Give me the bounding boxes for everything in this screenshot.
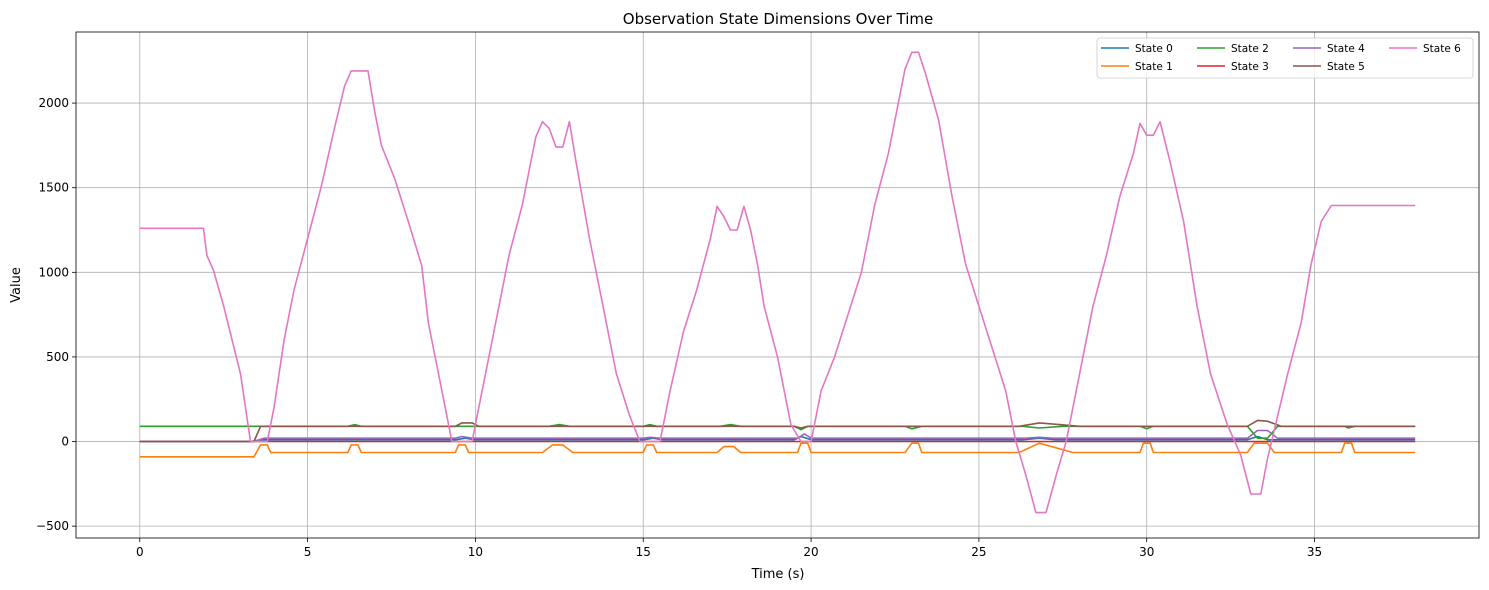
series-line-state-0 [139,435,1416,443]
x-tick-label: 30 [1139,545,1154,559]
x-tick-label: 25 [971,545,986,559]
x-tick-label: 35 [1307,545,1322,559]
x-tick-label: 20 [803,545,818,559]
legend-label-state-2: State 2 [1231,43,1269,55]
legend-label-state-4: State 4 [1327,43,1365,55]
y-tick-label: 0 [61,435,69,449]
chart-title: Observation State Dimensions Over Time [623,10,933,28]
x-tick-label: 5 [304,545,312,559]
series-line-state-6 [139,51,1416,514]
y-tick-label: 1500 [38,181,69,195]
series-lines [139,51,1416,514]
x-tick-label: 0 [136,545,144,559]
x-axis-title: Time (s) [751,567,805,582]
x-tick-label: 15 [636,545,651,559]
axis-ticks: 0 5 10 15 20 25 30 35 −500 0 500 1000 1500 2000 [36,96,1322,559]
y-tick-label: −500 [36,519,69,533]
y-axis-title: Value [9,267,24,303]
plot-frame [75,31,1480,539]
legend-box [1096,37,1474,79]
legend-label-state-3: State 3 [1231,61,1269,73]
legend: State 0 State 1 State 2 State 3 State 4 State… [1096,37,1474,79]
legend-label-state-5: State 5 [1327,61,1365,73]
series-line-state-5 [139,419,1416,443]
x-tick-label: 10 [468,545,483,559]
y-tick-label: 500 [46,350,69,364]
series-line-state-1 [139,442,1416,458]
y-tick-label: 1000 [38,265,69,279]
y-tick-label: 2000 [38,96,69,110]
series-line-state-4 [139,429,1416,443]
legend-label-state-0: State 0 [1135,43,1173,55]
legend-label-state-6: State 6 [1423,43,1461,55]
legend-label-state-1: State 1 [1135,61,1173,73]
